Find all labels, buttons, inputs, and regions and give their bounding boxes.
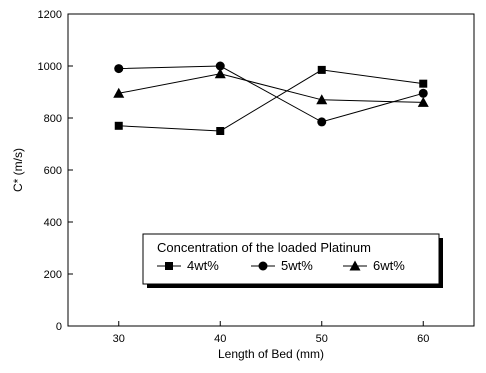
data-point — [113, 87, 125, 98]
y-tick-label: 400 — [44, 217, 62, 229]
legend-items: 4wt% 5wt% 6wt% — [157, 258, 405, 273]
y-tick-label: 1200 — [38, 9, 62, 21]
legend-marker — [165, 262, 173, 270]
y-tick-label: 800 — [44, 113, 62, 125]
legend-item-5wt%: 5wt% — [251, 258, 313, 273]
data-point — [114, 64, 124, 74]
y-tick-label: 1000 — [38, 61, 62, 73]
data-point — [316, 94, 328, 105]
data-point — [417, 96, 429, 107]
legend-title: Concentration of the loaded Platinum — [157, 240, 371, 255]
x-tick-label: 60 — [417, 333, 429, 345]
series-5wt% — [114, 61, 428, 127]
y-axis: 0 200 400 600 800 1000 1200 — [38, 9, 73, 333]
data-point — [216, 127, 225, 135]
data-point — [317, 65, 326, 74]
series-4wt% — [114, 65, 428, 135]
legend-item-6wt%: 6wt% — [343, 258, 405, 273]
y-tick-label: 600 — [44, 165, 62, 177]
x-axis-title: Length of Bed (mm) — [218, 347, 324, 361]
legend-marker — [349, 260, 361, 271]
legend-box — [142, 233, 440, 285]
data-point — [214, 68, 226, 79]
data-point — [215, 61, 225, 71]
y-tick-label: 0 — [56, 321, 62, 333]
x-tick-label: 50 — [316, 333, 328, 345]
x-axis: 30 40 50 60 — [113, 321, 429, 345]
legend-label: 5wt% — [281, 258, 313, 273]
data-point — [419, 79, 428, 88]
legend: Concentration of the loaded Platinum 4wt… — [142, 233, 443, 288]
data-point — [114, 121, 123, 130]
series-line — [118, 73, 424, 103]
x-tick-label: 40 — [214, 333, 226, 345]
series-6wt% — [113, 68, 429, 107]
data-point — [418, 88, 428, 98]
series-line — [118, 65, 424, 123]
y-axis-title: C* (m/s) — [11, 148, 25, 192]
legend-marker — [258, 261, 268, 271]
legend-label: 4wt% — [187, 258, 219, 273]
series-layer — [113, 61, 429, 135]
series-line — [118, 69, 424, 132]
data-point — [317, 117, 327, 127]
y-tick-label: 200 — [44, 269, 62, 281]
x-tick-label: 30 — [113, 333, 125, 345]
legend-label: 6wt% — [373, 258, 405, 273]
legend-item-4wt%: 4wt% — [157, 258, 219, 273]
